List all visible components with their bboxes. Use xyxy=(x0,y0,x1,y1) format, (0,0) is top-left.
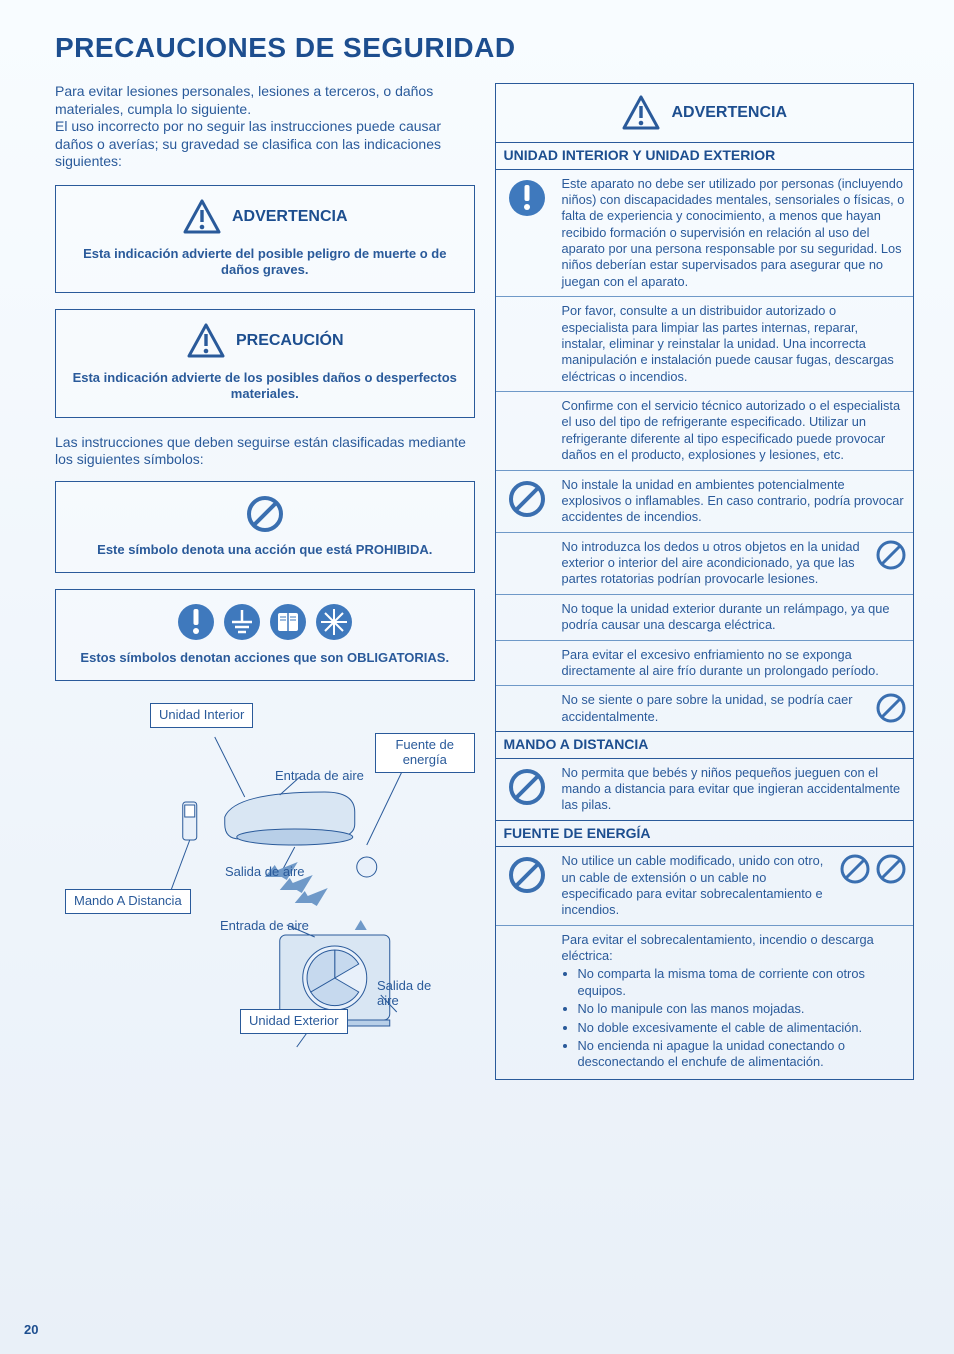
no-sit-icon xyxy=(875,692,907,724)
prohibit-icon xyxy=(245,494,285,534)
prohibit-icon xyxy=(507,767,547,807)
right-header: ADVERTENCIA xyxy=(671,103,787,123)
row-cable: No utilice un cable modificado, unido co… xyxy=(558,847,914,925)
overheat-item-0: No comparta la misma toma de corriente c… xyxy=(578,966,906,999)
mandatory-text: Estos símbolos denotan acciones que son … xyxy=(70,650,460,666)
label-air-out-2: Salida deaire xyxy=(377,979,431,1009)
caution-triangle-icon xyxy=(186,322,226,360)
label-remote: Mando A Distancia xyxy=(65,889,191,914)
warning-label: ADVERTENCIA xyxy=(232,207,348,227)
row-children-supervision: Este aparato no debe ser utilizado por p… xyxy=(558,170,914,297)
section-indoor-outdoor: UNIDAD INTERIOR Y UNIDAD EXTERIOR xyxy=(496,142,914,169)
warning-desc: Esta indicación advierte del posible pel… xyxy=(70,246,460,279)
prohibited-text: Este símbolo denota una acción que está … xyxy=(70,542,460,558)
mandatory-bang-icon xyxy=(507,178,547,218)
label-power-supply: Fuente de energía xyxy=(375,733,475,773)
no-cable-icon-2 xyxy=(875,853,907,885)
row-overheat-intro: Para evitar el sobrecalentamiento, incen… xyxy=(562,932,874,963)
prohibit-icon xyxy=(507,855,547,895)
row-refrigerant-type: Confirme con el servicio técnico autoriz… xyxy=(558,392,914,470)
row-sit-stand: No se siente o pare sobre la unidad, se … xyxy=(558,686,914,731)
overheat-item-2: No doble excesivamente el cable de alime… xyxy=(578,1020,906,1036)
warning-table: ADVERTENCIA UNIDAD INTERIOR Y UNIDAD EXT… xyxy=(495,83,915,1080)
mandatory-box: Estos símbolos denotan acciones que son … xyxy=(55,589,475,681)
no-cable-icon xyxy=(839,853,871,885)
mandatory-bang-icon xyxy=(176,602,216,642)
symbols-intro: Las instrucciones que deben seguirse est… xyxy=(55,434,475,469)
mandatory-book-icon xyxy=(268,602,308,642)
row-fingers-text: No introduzca los dedos u otros objetos … xyxy=(562,539,906,588)
caution-box: PRECAUCIÓN Esta indicación advierte de l… xyxy=(55,309,475,418)
left-column: Para evitar lesiones personales, lesione… xyxy=(55,83,475,1097)
label-air-out-1: Salida de aire xyxy=(225,865,305,880)
row-fingers: No introduzca los dedos u otros objetos … xyxy=(558,533,914,594)
mandatory-ground-icon xyxy=(222,602,262,642)
overheat-item-3: No encienda ni apague la unidad conectan… xyxy=(578,1038,906,1071)
intro-text: Para evitar lesiones personales, lesione… xyxy=(55,83,475,171)
row-cold-exposure: Para evitar el excesivo enfriamiento no … xyxy=(558,641,914,686)
caution-label: PRECAUCIÓN xyxy=(236,331,344,351)
right-column: ADVERTENCIA UNIDAD INTERIOR Y UNIDAD EXT… xyxy=(495,83,915,1097)
prohibited-box: Este símbolo denota una acción que está … xyxy=(55,481,475,573)
mandatory-snow-icon xyxy=(314,602,354,642)
row-explosive-env: No instale la unidad en ambientes potenc… xyxy=(558,471,914,532)
warning-box: ADVERTENCIA Esta indicación advierte del… xyxy=(55,185,475,294)
warning-triangle-icon xyxy=(621,94,661,132)
row-remote-children: No permita que bebés y niños pequeños ju… xyxy=(558,759,914,820)
warning-triangle-icon xyxy=(182,198,222,236)
caution-desc: Esta indicación advierte de los posibles… xyxy=(70,370,460,403)
row-lightning: No toque la unidad exterior durante un r… xyxy=(558,595,914,640)
label-air-in-2: Entrada de aire xyxy=(220,919,309,934)
page-title: PRECAUCIONES DE SEGURIDAD xyxy=(55,30,914,65)
section-remote: MANDO A DISTANCIA xyxy=(496,731,914,758)
page-number: 20 xyxy=(24,1322,38,1338)
label-outdoor-unit: Unidad Exterior xyxy=(240,1009,348,1034)
row-overheat-items: No comparta la misma toma de corriente c… xyxy=(578,966,906,1070)
prohibit-icon xyxy=(507,479,547,519)
no-finger-icon xyxy=(875,539,907,571)
unit-diagram: Unidad Interior Fuente de energía Entrad… xyxy=(55,697,475,1097)
row-authorized-dealer: Por favor, consulte a un distribuidor au… xyxy=(558,297,914,391)
row-sit-stand-text: No se siente o pare sobre la unidad, se … xyxy=(562,692,906,725)
label-air-in-1: Entrada de aire xyxy=(275,769,364,784)
overheat-item-1: No lo manipule con las manos mojadas. xyxy=(578,1001,906,1017)
label-indoor-unit: Unidad Interior xyxy=(150,703,253,728)
row-overheat-list: Para evitar el sobrecalentamiento, incen… xyxy=(558,926,914,1079)
section-power: FUENTE DE ENERGÍA xyxy=(496,820,914,847)
